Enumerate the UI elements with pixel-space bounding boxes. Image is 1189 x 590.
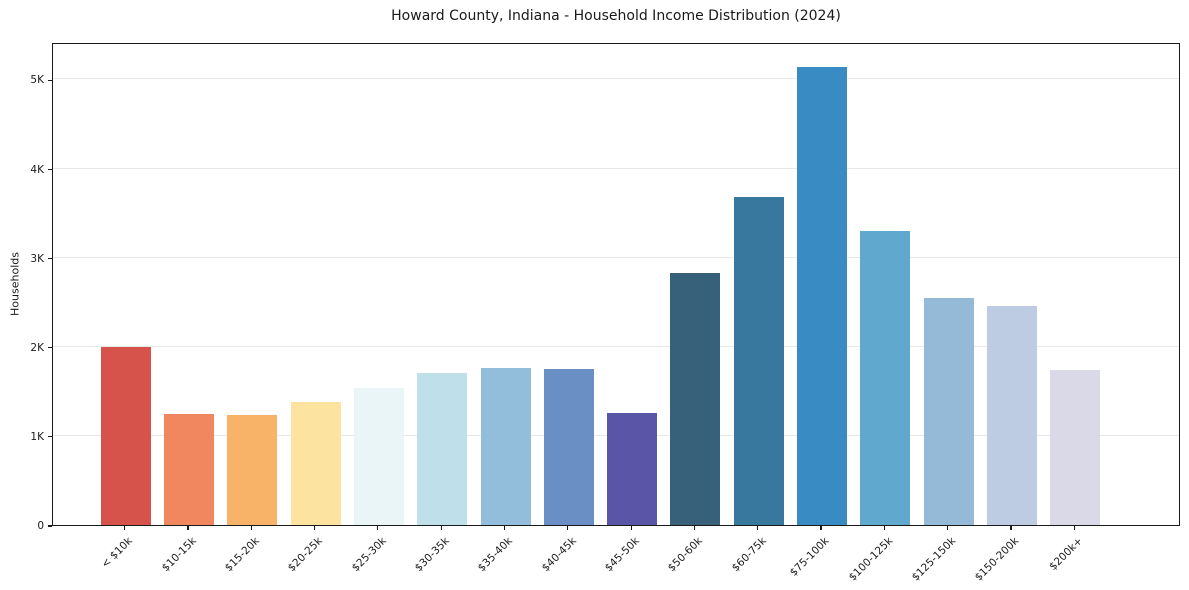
x-tick-label-$100-125k: $100-125k — [846, 535, 895, 584]
x-tick-mark-$25-30k — [377, 526, 379, 530]
x-tick-mark-$125-150k — [947, 526, 949, 530]
y-tick-label-1K: 1K — [30, 430, 44, 443]
x-tick-label-$35-40k: $35-40k — [475, 535, 516, 575]
y-tick-mark-3K — [48, 258, 52, 260]
y-tick-label-4K: 4K — [30, 163, 44, 176]
bar-$150-200k[interactable] — [987, 305, 1038, 525]
x-tick-mark-$75-100k — [820, 526, 822, 530]
x-tick-mark-$60-75k — [757, 526, 759, 530]
x-tick-label-$40-45k: $40-45k — [539, 535, 579, 575]
x-tick-mark-$30-35k — [440, 526, 442, 530]
x-tick-mark-$40-45k — [567, 526, 569, 530]
plot-area — [52, 43, 1180, 526]
gridline-3K — [53, 256, 1179, 258]
x-tick-label-$10-15k: $10-15k — [159, 535, 199, 575]
x-tick-mark-$150-200k — [1010, 526, 1012, 530]
x-tick-label-$30-35k: $30-35k — [412, 535, 452, 575]
bar-$20-25k[interactable] — [290, 402, 341, 525]
bar-$45-50k[interactable] — [607, 413, 658, 525]
y-tick-mark-5K — [48, 79, 52, 81]
bar-$50-60k[interactable] — [670, 273, 721, 525]
bar-$35-40k[interactable] — [480, 367, 531, 525]
x-tick-mark-$100-125k — [883, 526, 885, 530]
x-tick-mark-$20-25k — [313, 526, 316, 530]
chart-title: Howard County, Indiana - Household Incom… — [391, 8, 841, 24]
bar-$40-45k[interactable] — [543, 368, 594, 525]
gridline-4K — [53, 167, 1179, 169]
y-tick-mark-1K — [48, 436, 52, 438]
x-tick-mark-$45-50k — [630, 526, 632, 530]
y-tick-label-2K: 2K — [30, 341, 44, 354]
bar-$60-75k[interactable] — [733, 197, 784, 525]
bar-$100-125k[interactable] — [860, 230, 911, 525]
x-tick-mark-< $10k — [124, 526, 126, 530]
x-tick-label-$15-20k: $15-20k — [222, 535, 262, 575]
x-tick-label-$125-150k: $125-150k — [909, 535, 959, 584]
x-tick-mark-$15-20k — [250, 526, 252, 530]
x-tick-label-$200k+: $200k+ — [1046, 535, 1085, 573]
x-tick-label-< $10k: < $10k — [99, 535, 136, 571]
gridline-5K — [53, 78, 1179, 80]
bar-$200k+[interactable] — [1050, 370, 1101, 525]
bar-$125-150k[interactable] — [923, 297, 974, 525]
bar-< $10k[interactable] — [100, 347, 151, 525]
x-tick-label-$150-200k: $150-200k — [972, 535, 1022, 584]
y-tick-mark-2K — [48, 347, 52, 349]
x-tick-label-$50-60k: $50-60k — [665, 535, 705, 575]
gridline-2K — [53, 345, 1179, 347]
bar-$15-20k[interactable] — [227, 415, 278, 525]
bar-$30-35k[interactable] — [417, 372, 468, 525]
bar-$75-100k[interactable] — [797, 66, 848, 525]
x-tick-label-$75-100k: $75-100k — [787, 535, 832, 579]
y-tick-mark-4K — [48, 168, 52, 171]
x-tick-label-$60-75k: $60-75k — [729, 535, 769, 575]
x-tick-mark-$10-15k — [187, 526, 189, 530]
x-tick-mark-$50-60k — [693, 526, 696, 530]
y-tick-label-5K: 5K — [30, 74, 44, 87]
bar-$10-15k[interactable] — [163, 413, 214, 525]
y-tick-mark-0 — [48, 525, 52, 527]
x-tick-mark-$200k+ — [1073, 526, 1075, 530]
y-tick-label-3K: 3K — [30, 252, 44, 265]
x-tick-mark-$35-40k — [503, 526, 506, 530]
bar-$25-30k[interactable] — [353, 387, 404, 525]
y-tick-label-0: 0 — [37, 520, 44, 532]
x-tick-label-$20-25k: $20-25k — [285, 535, 326, 575]
x-tick-label-$25-30k: $25-30k — [349, 535, 389, 575]
x-tick-label-$45-50k: $45-50k — [602, 535, 642, 575]
